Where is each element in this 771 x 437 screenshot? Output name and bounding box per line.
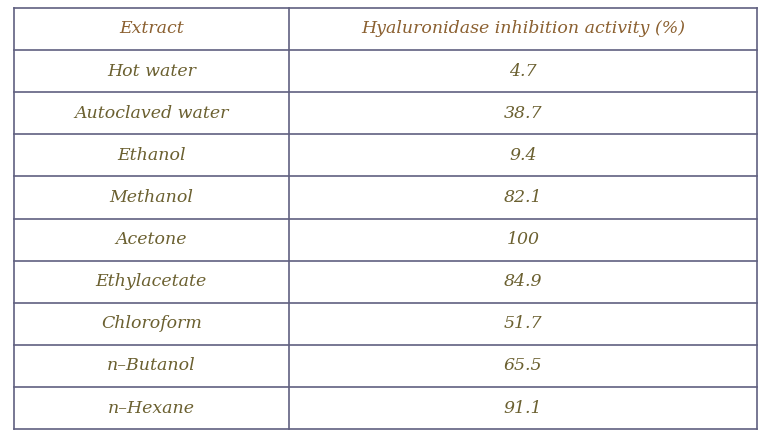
Text: Methanol: Methanol [109, 189, 194, 206]
Text: 100: 100 [507, 231, 540, 248]
Text: n–Hexane: n–Hexane [108, 399, 195, 416]
Text: 51.7: 51.7 [503, 316, 542, 332]
Text: Ethanol: Ethanol [117, 147, 186, 164]
Text: n–Butanol: n–Butanol [107, 357, 196, 375]
Text: Hyaluronidase inhibition activity (%): Hyaluronidase inhibition activity (%) [361, 21, 685, 38]
Text: 65.5: 65.5 [503, 357, 542, 375]
Text: Hot water: Hot water [107, 62, 196, 80]
Text: 84.9: 84.9 [503, 273, 542, 290]
Text: Autoclaved water: Autoclaved water [74, 105, 228, 121]
Text: Extract: Extract [119, 21, 183, 38]
Text: 38.7: 38.7 [503, 105, 542, 121]
Text: 82.1: 82.1 [503, 189, 542, 206]
Text: 91.1: 91.1 [503, 399, 542, 416]
Text: Acetone: Acetone [116, 231, 187, 248]
Text: Ethylacetate: Ethylacetate [96, 273, 207, 290]
Text: 4.7: 4.7 [510, 62, 537, 80]
Text: 9.4: 9.4 [510, 147, 537, 164]
Text: Chloroform: Chloroform [101, 316, 202, 332]
